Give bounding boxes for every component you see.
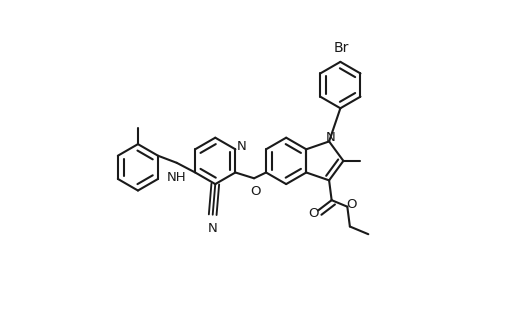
Text: O: O — [346, 198, 356, 211]
Text: Br: Br — [333, 41, 348, 55]
Text: N: N — [208, 222, 217, 235]
Text: N: N — [326, 131, 335, 144]
Text: O: O — [250, 185, 260, 198]
Text: N: N — [236, 139, 246, 152]
Text: O: O — [309, 206, 319, 219]
Text: NH: NH — [167, 171, 187, 184]
